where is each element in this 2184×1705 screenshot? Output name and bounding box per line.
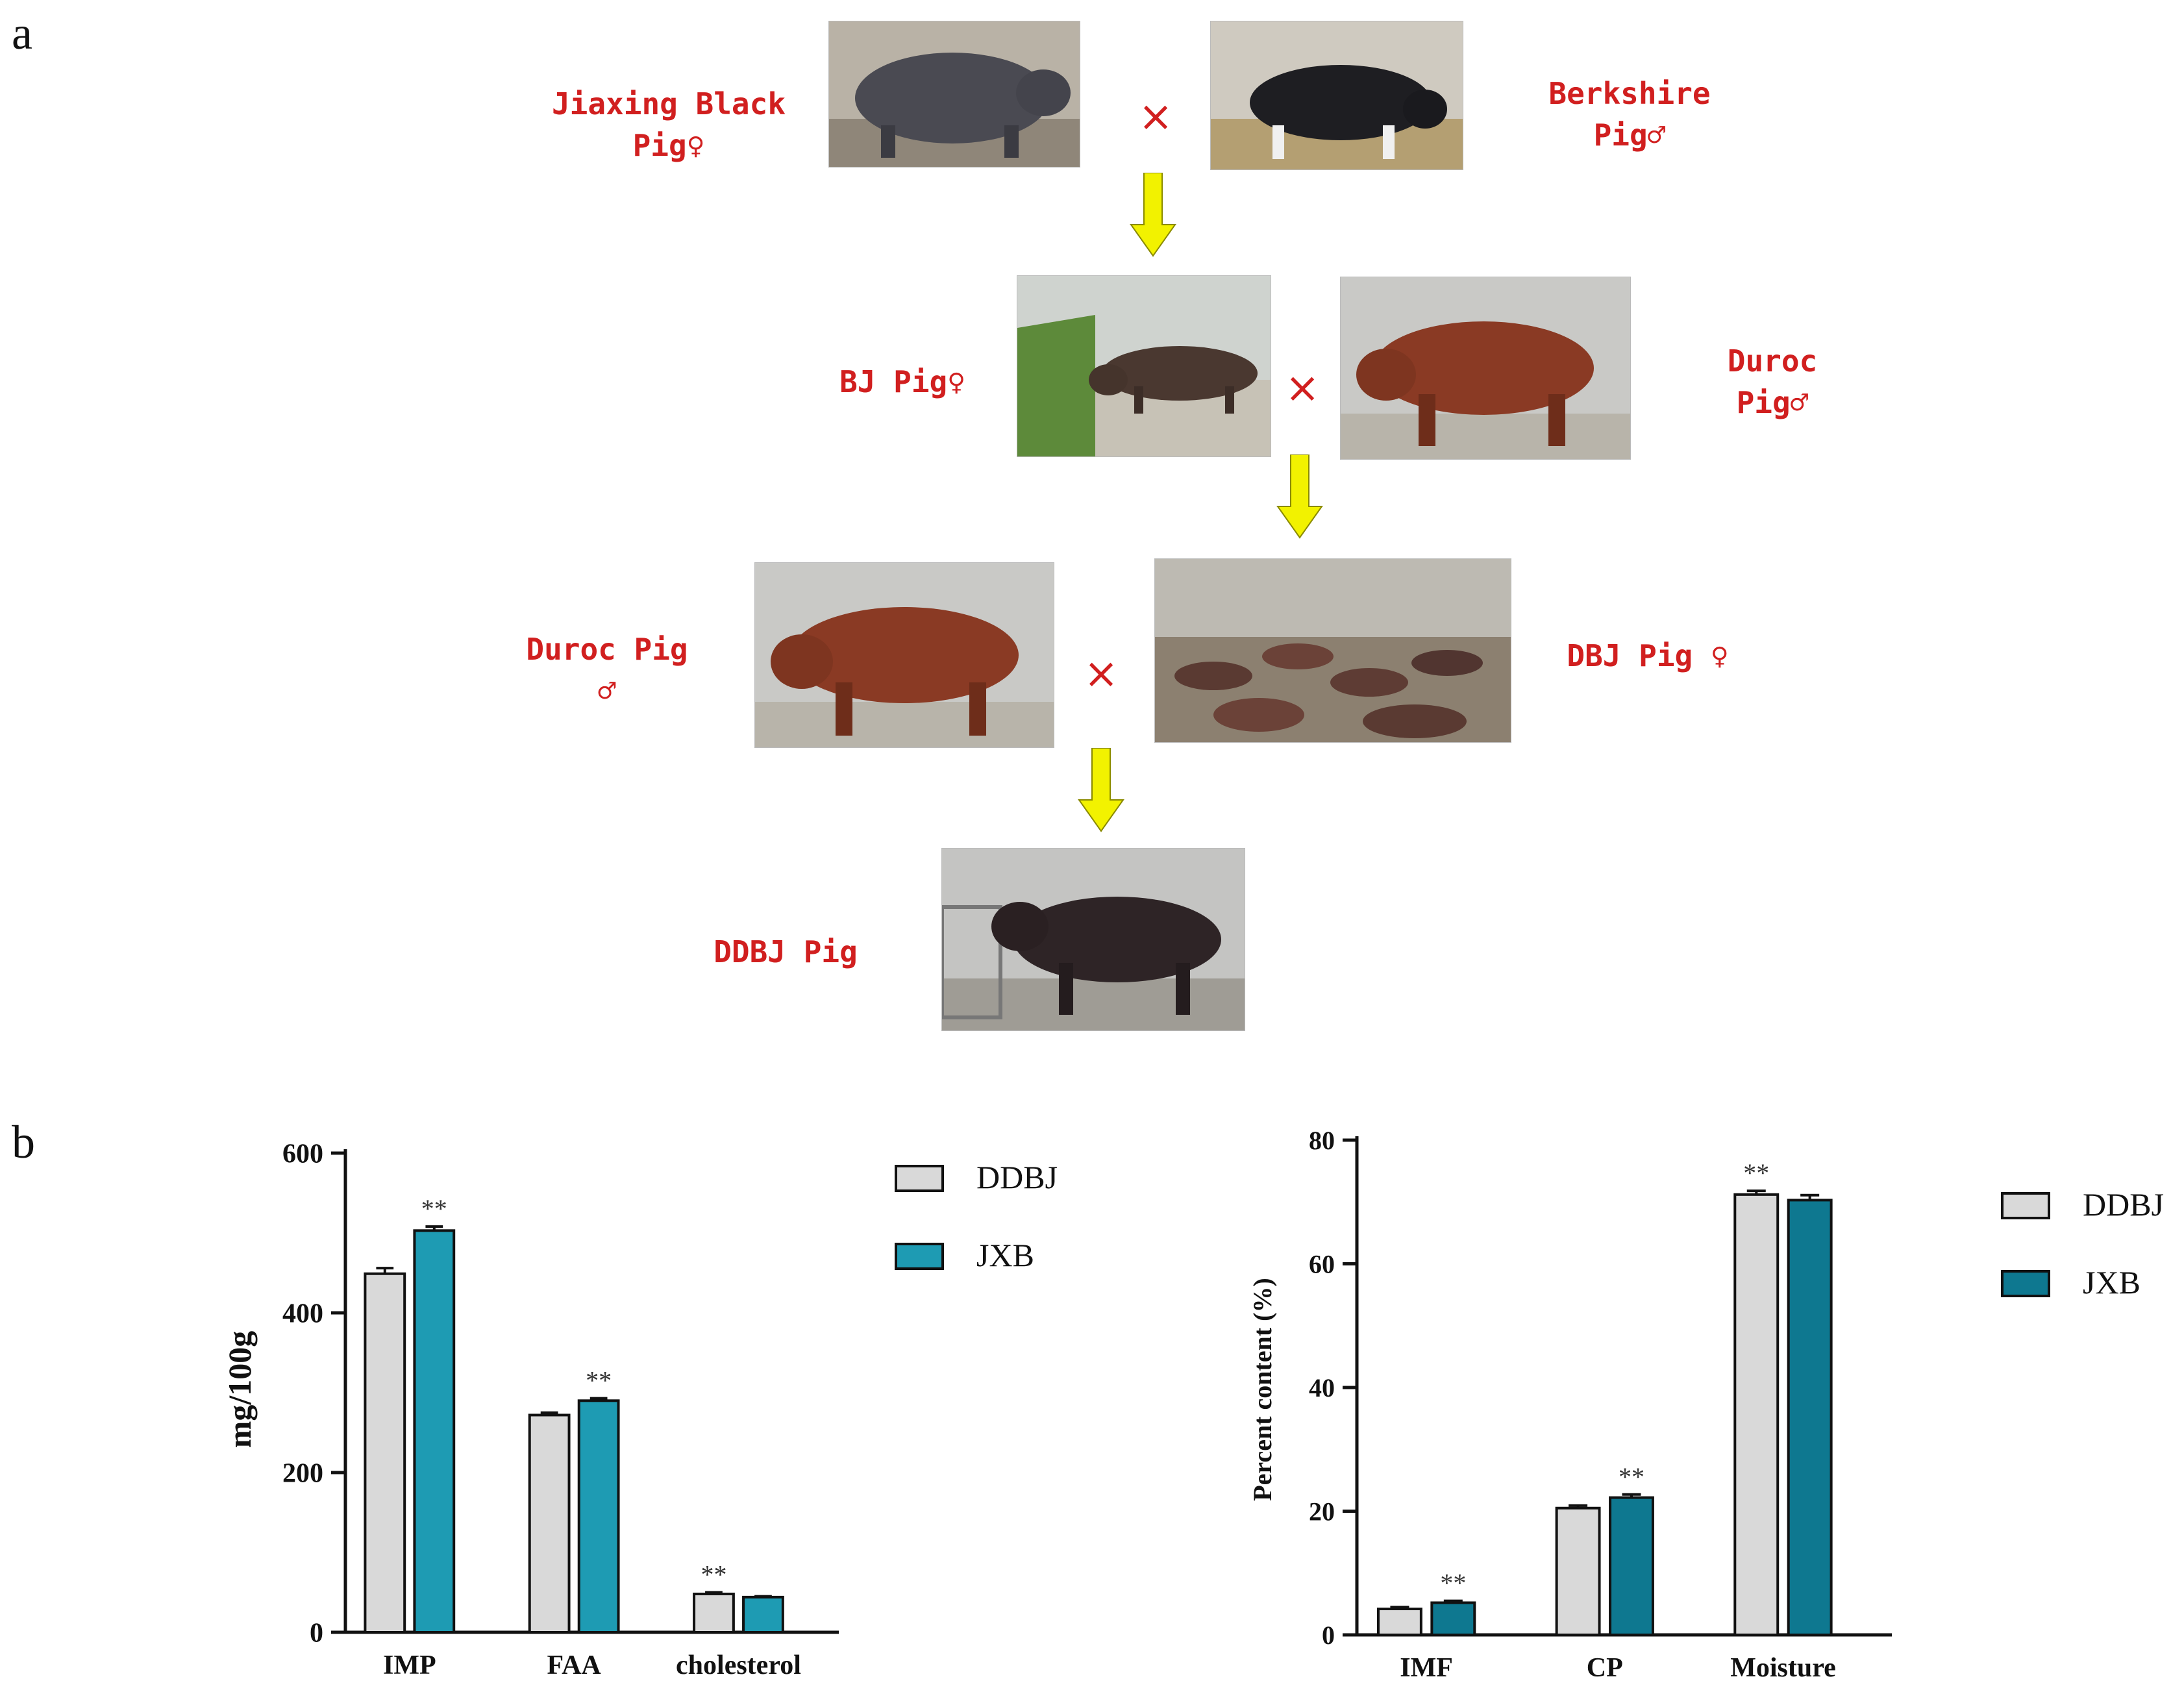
significance-marker: ** [701,1560,726,1589]
arrow-down-icon [1276,454,1323,539]
significance-marker: ** [1743,1158,1769,1188]
label-bj-line1: BJ Pig♀ [839,364,965,399]
bar-ddbj-cp [1555,1506,1601,1636]
label-dbj-pig: DBJ Pig ♀ [1537,635,1758,677]
legend-label: JXB [2083,1264,2141,1301]
legend-swatch [2001,1270,2050,1297]
panel-letter-a: a [12,7,32,59]
legend-label: JXB [976,1237,1034,1273]
label-duroc-2: Duroc Pig ♂ [493,628,721,712]
bar-jxb-cholesterol [742,1595,784,1634]
legend-swatch [2001,1192,2050,1219]
photo-jiaxing-black-pig [828,21,1080,168]
bar-ddbj-faa [528,1413,571,1634]
label-ddbj-line1: DDBJ Pig [714,934,858,969]
y-tick-label: 0 [310,1619,323,1649]
x-tick-label: IMF [1400,1653,1453,1683]
y-tick-label: 60 [1309,1250,1335,1279]
bar-ddbj-cholesterol [693,1592,735,1634]
y-axis-label: Percent content (%) [1248,1278,1277,1501]
label-duroc2-line1: Duroc Pig [526,632,688,667]
bar-jxb-cp [1609,1496,1654,1636]
x-tick-label: cholesterol [676,1650,801,1680]
legend-swatch [895,1165,944,1192]
label-berkshire: Berkshire Pig♂ [1506,73,1753,156]
bar-jxb-imp [413,1229,456,1634]
photo-duroc-pig-1 [1340,277,1631,460]
legend-swatch [895,1243,944,1270]
photo-ddbj-pig [941,848,1245,1031]
label-berkshire-line2: Pig♂ [1593,118,1666,153]
y-axis-label: mg/100g [221,1331,258,1449]
label-jiaxing-line1: Jiaxing Black [551,86,786,121]
label-berkshire-line1: Berkshire [1548,76,1711,111]
significance-marker: ** [1619,1462,1644,1491]
label-duroc1-line2: Pig♂ [1736,385,1809,420]
pig-illustration [1017,276,1271,456]
label-jiaxing-line2: Pig♀ [632,128,705,163]
legend-label: DDBJ [2083,1186,2164,1223]
photo-bj-pig [1017,275,1271,457]
label-bj-pig: BJ Pig♀ [818,361,987,403]
cross-symbol-3: × [1084,650,1119,698]
label-jiaxing-black: Jiaxing Black Pig♀ [539,83,799,166]
y-tick-label: 80 [1309,1126,1335,1155]
bar-ddbj-imp [364,1272,406,1634]
bar-ddbj-imf [1376,1607,1422,1636]
x-tick-label: IMP [383,1650,436,1680]
label-duroc2-line2: ♂ [598,673,616,708]
y-tick-label: 400 [282,1299,323,1329]
pig-illustration [755,563,1054,747]
pig-illustration [1341,277,1630,459]
x-tick-label: Moisture [1730,1653,1836,1683]
y-tick-label: 200 [282,1459,323,1489]
bar-jxb-imf [1430,1601,1476,1636]
bar-ddbj-moisture [1733,1193,1780,1636]
panel-letter-b: b [12,1116,35,1168]
bar-chart-percent-content: 0 20 40 60 80 Percent content (%) ** IMF ** CP ** M… [1248,1126,2164,1683]
y-tick-label: 40 [1309,1373,1335,1402]
significance-marker: ** [421,1194,447,1223]
x-tick-label: CP [1587,1653,1623,1683]
y-tick-label: 0 [1322,1621,1335,1650]
legend-label: DDBJ [976,1159,1058,1195]
bar-chart-composition-mg: 0 200 400 600 mg/100g ** IMP ** FAA ** cholesterol… [221,1139,1058,1680]
y-tick-label: 20 [1309,1497,1335,1526]
significance-marker: ** [1440,1569,1466,1598]
label-dbj-line1: DBJ Pig ♀ [1567,638,1729,673]
bar-jxb-moisture [1787,1199,1833,1636]
significance-marker: ** [586,1366,612,1395]
cross-symbol-1: × [1138,93,1173,141]
label-duroc1-line1: Duroc [1727,343,1818,379]
photo-dbj-pig-herd [1154,558,1511,743]
arrow-down-icon [1130,173,1176,257]
y-tick-label: 600 [282,1139,323,1169]
cross-symbol-2: × [1285,364,1320,412]
photo-berkshire-pig [1210,21,1463,170]
photo-duroc-pig-2 [754,562,1054,748]
x-tick-label: FAA [547,1650,602,1680]
label-ddbj-pig: DDBJ Pig [688,931,883,973]
label-duroc-1: Duroc Pig♂ [1662,340,1883,423]
pig-illustration [1211,21,1463,169]
arrow-down-icon [1078,748,1124,832]
pig-illustration [1155,559,1511,742]
bar-jxb-faa [577,1399,620,1634]
pig-illustration [829,21,1080,167]
pig-illustration [942,849,1245,1030]
